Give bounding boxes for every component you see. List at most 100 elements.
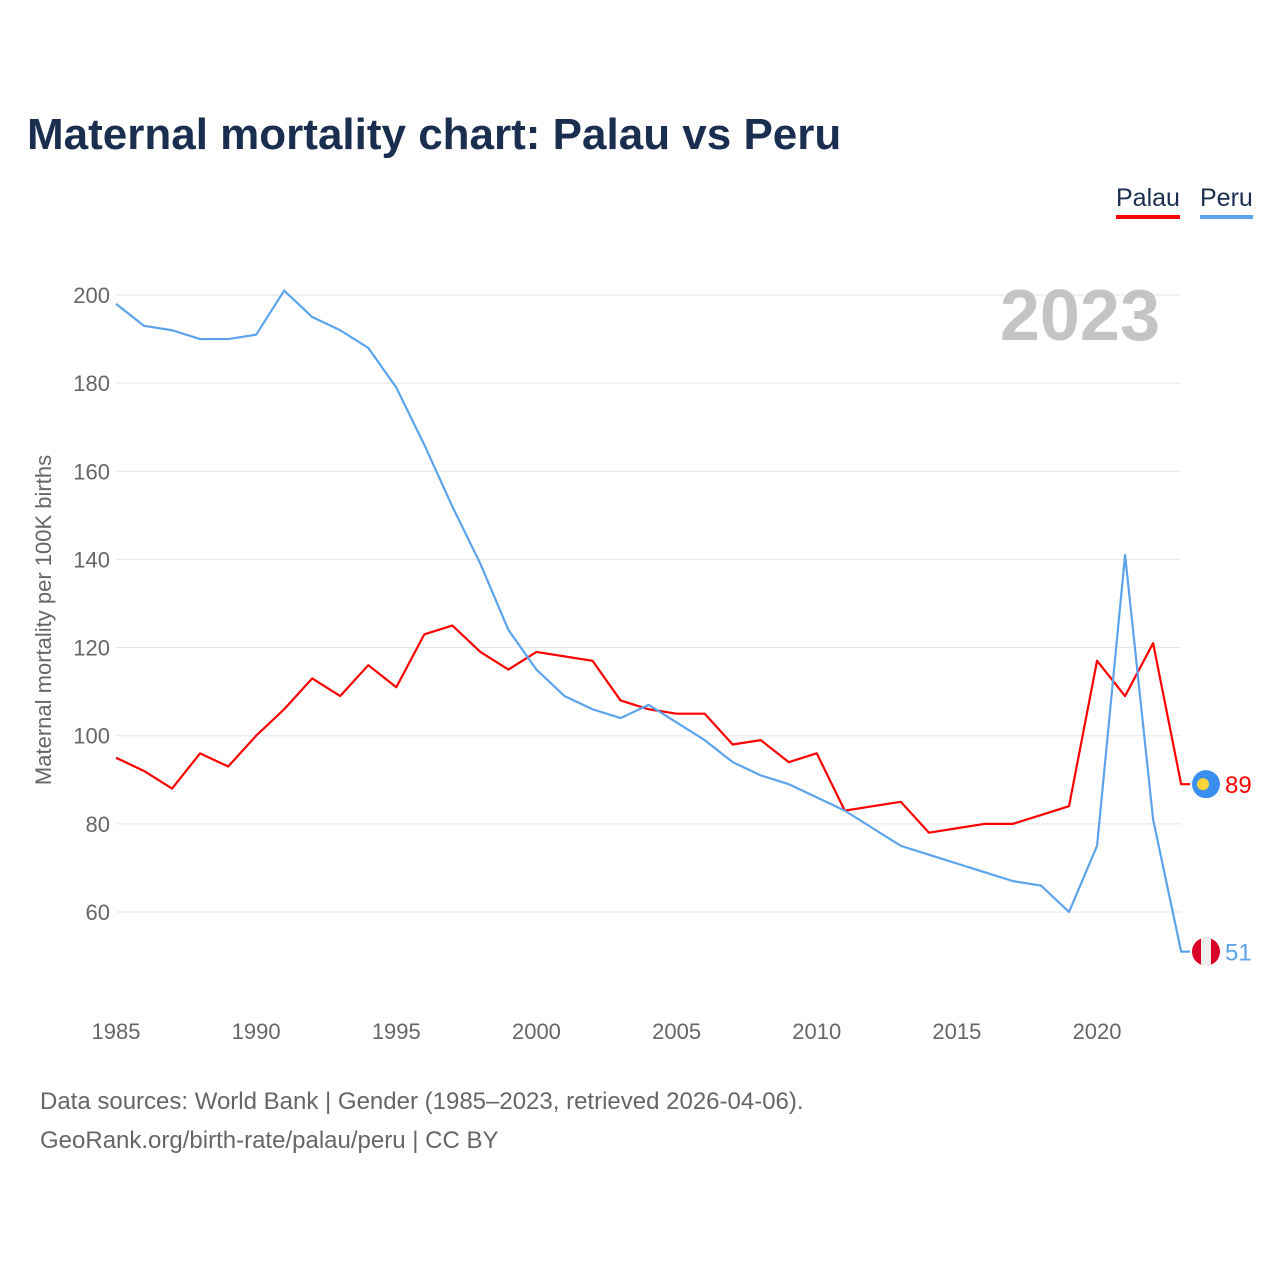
flag-disc: [1197, 778, 1209, 791]
x-tick-label: 2020: [1073, 1019, 1122, 1044]
data-point: [505, 667, 511, 673]
data-point: [365, 345, 371, 351]
x-tick-label: 1995: [372, 1019, 421, 1044]
data-point: [1122, 693, 1128, 699]
end-value-label-peru: 51: [1225, 940, 1252, 967]
data-point: [533, 649, 539, 655]
data-point: [561, 693, 567, 699]
data-point: [1038, 812, 1044, 818]
data-point: [225, 764, 231, 770]
data-point: [1066, 803, 1072, 809]
data-point: [786, 759, 792, 765]
series-line-palau: [115, 624, 1190, 834]
data-point: [1150, 816, 1156, 822]
data-point: [141, 768, 147, 774]
data-point: [365, 662, 371, 668]
data-point: [926, 852, 932, 858]
data-point: [393, 684, 399, 690]
data-point: [1178, 781, 1184, 787]
data-point: [197, 750, 203, 756]
data-point: [982, 869, 988, 875]
y-tick-label: 120: [73, 636, 110, 661]
y-tick-label: 80: [86, 812, 110, 837]
data-point: [309, 314, 315, 320]
data-point: [590, 658, 596, 664]
y-tick-label: 140: [73, 547, 110, 572]
flag-palau-icon: [1192, 770, 1220, 799]
data-point: [926, 830, 932, 836]
data-point: [1010, 878, 1016, 884]
data-point: [197, 336, 203, 342]
data-point: [337, 693, 343, 699]
data-point: [1094, 658, 1100, 664]
data-point: [449, 623, 455, 629]
data-point: [646, 702, 652, 708]
data-point: [449, 504, 455, 510]
data-point: [758, 737, 764, 743]
data-point: [253, 332, 259, 338]
x-tick-label: 2000: [512, 1019, 561, 1044]
data-point: [113, 755, 119, 761]
data-point: [982, 821, 988, 827]
data-point: [1150, 640, 1156, 646]
source-url[interactable]: GeoRank.org/birth-rate/palau/peru | CC B…: [40, 1127, 499, 1154]
y-axis-label: Maternal mortality per 100K births: [31, 455, 56, 785]
end-value-label-palau: 89: [1225, 772, 1252, 799]
data-point: [253, 733, 259, 739]
y-tick-label: 160: [73, 459, 110, 484]
data-point: [590, 706, 596, 712]
data-point: [113, 301, 119, 307]
data-point: [814, 750, 820, 756]
data-point: [337, 327, 343, 333]
data-point: [505, 627, 511, 633]
data-point: [898, 843, 904, 849]
data-point: [870, 803, 876, 809]
data-point: [225, 336, 231, 342]
data-point: [730, 742, 736, 748]
data-point: [309, 675, 315, 681]
legend-palau[interactable]: Palau: [1116, 184, 1180, 219]
data-point: [169, 327, 175, 333]
data-point: [281, 288, 287, 294]
x-tick-label: 1990: [232, 1019, 281, 1044]
data-point: [169, 786, 175, 792]
data-point: [758, 772, 764, 778]
data-point: [421, 442, 427, 448]
x-tick-label: 2010: [792, 1019, 841, 1044]
data-point: [421, 631, 427, 637]
x-tick-label: 2005: [652, 1019, 701, 1044]
data-point: [618, 697, 624, 703]
x-tick-label: 1985: [92, 1019, 141, 1044]
data-point: [1010, 821, 1016, 827]
data-point: [898, 799, 904, 805]
flag-peru-icon: [1192, 937, 1220, 966]
data-point: [618, 715, 624, 721]
year-watermark: 2023: [1000, 276, 1160, 356]
data-point: [674, 719, 680, 725]
data-point: [1122, 552, 1128, 558]
data-point: [674, 711, 680, 717]
legend-peru[interactable]: Peru: [1200, 184, 1253, 219]
source-line: Data sources: World Bank | Gender (1985–…: [40, 1088, 804, 1115]
data-point: [477, 649, 483, 655]
data-point: [1066, 909, 1072, 915]
data-point: [1038, 883, 1044, 889]
data-point: [1178, 949, 1184, 955]
data-point: [842, 808, 848, 814]
data-point: [786, 781, 792, 787]
data-point: [814, 794, 820, 800]
data-point: [1094, 843, 1100, 849]
data-point: [533, 667, 539, 673]
data-point: [141, 323, 147, 329]
data-point: [477, 561, 483, 567]
data-point: [702, 711, 708, 717]
data-point: [393, 385, 399, 391]
chart-title: Maternal mortality chart: Palau vs Peru: [27, 110, 842, 159]
x-tick-label: 2015: [932, 1019, 981, 1044]
y-tick-label: 60: [86, 900, 110, 925]
y-tick-label: 100: [73, 724, 110, 749]
data-point: [870, 825, 876, 831]
y-tick-label: 180: [73, 371, 110, 396]
data-point: [702, 737, 708, 743]
